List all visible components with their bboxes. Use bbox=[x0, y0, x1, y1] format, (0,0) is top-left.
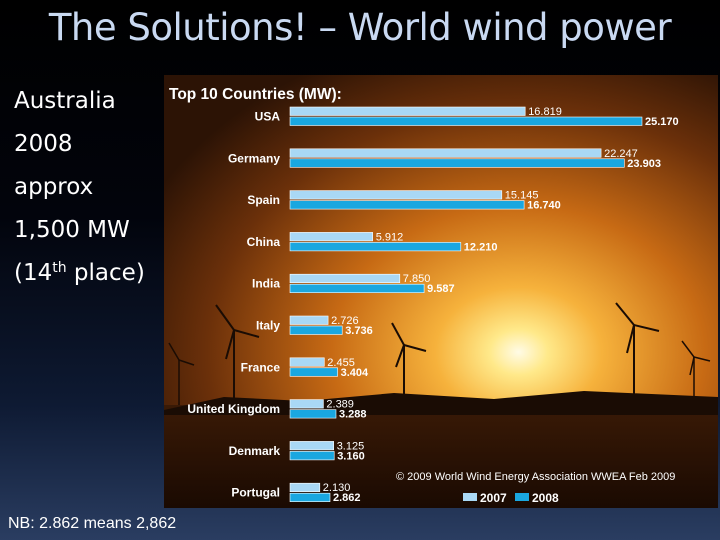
category-label-united-kingdom: United Kingdom bbox=[187, 402, 280, 416]
bar-2007-spain bbox=[289, 190, 503, 200]
bar-2008-united-kingdom bbox=[289, 409, 337, 419]
value-label-2008-france: 3.404 bbox=[341, 367, 369, 379]
value-label-2007-denmark: 3.125 bbox=[337, 440, 365, 452]
category-label-italy: Italy bbox=[256, 319, 280, 333]
bar-2008-france bbox=[289, 367, 338, 377]
category-label-usa: USA bbox=[255, 110, 281, 124]
category-label-portugal: Portugal bbox=[231, 486, 280, 500]
rank-tail: place) bbox=[66, 260, 145, 286]
bar-2007-italy bbox=[289, 315, 329, 325]
chart-title: Top 10 Countries (MW): bbox=[169, 86, 342, 103]
note-line-year: 2008 bbox=[14, 131, 73, 157]
note-line-capacity: 1,500 MW bbox=[14, 217, 130, 243]
wind-power-chart: Top 10 Countries (MW): USA 16.819 25.170 Ge… bbox=[164, 75, 718, 508]
footnote: NB: 2.862 means 2,862 bbox=[8, 515, 177, 532]
bar-2007-portugal bbox=[289, 482, 321, 493]
category-label-france: France bbox=[241, 360, 281, 374]
rank-prefix: (14 bbox=[14, 260, 53, 286]
value-label-2008-italy: 3.736 bbox=[345, 325, 373, 337]
bar-2008-spain bbox=[289, 200, 525, 210]
value-label-2008-spain: 16.740 bbox=[527, 200, 561, 212]
category-label-germany: Germany bbox=[228, 151, 280, 165]
bar-2007-china bbox=[289, 232, 373, 242]
bar-2008-portugal bbox=[289, 492, 331, 503]
category-label-spain: Spain bbox=[247, 193, 280, 207]
legend-label-2007: 2007 bbox=[480, 491, 507, 505]
note-line-country: Australia bbox=[14, 88, 116, 114]
turbine-silhouettes bbox=[164, 302, 718, 508]
value-label-2007-portugal: 2.130 bbox=[323, 482, 351, 494]
bar-2007-usa bbox=[289, 106, 526, 116]
legend-label-2008: 2008 bbox=[532, 491, 559, 505]
value-label-2008-usa: 25.170 bbox=[645, 116, 679, 128]
note-line-approx: approx bbox=[14, 174, 94, 200]
bar-2008-usa bbox=[289, 116, 643, 126]
legend-swatch-2008 bbox=[515, 493, 529, 501]
value-label-2008-denmark: 3.160 bbox=[337, 450, 365, 462]
chart-credit: © 2009 World Wind Energy Association WWE… bbox=[396, 471, 675, 483]
bar-2007-france bbox=[289, 357, 325, 367]
value-label-2008-portugal: 2.862 bbox=[333, 492, 361, 504]
value-label-2007-india: 7.850 bbox=[403, 273, 431, 285]
value-label-2007-usa: 16.819 bbox=[528, 106, 562, 118]
bar-2008-china bbox=[289, 242, 462, 252]
bar-2007-india bbox=[289, 273, 401, 283]
category-label-india: India bbox=[252, 277, 280, 291]
value-label-2008-india: 9.587 bbox=[427, 283, 455, 295]
bar-2008-denmark bbox=[289, 451, 335, 461]
slide-title: The Solutions! – World wind power bbox=[48, 6, 672, 49]
category-label-denmark: Denmark bbox=[229, 444, 281, 458]
value-label-2007-france: 2.455 bbox=[327, 357, 355, 369]
value-label-2008-germany: 23.903 bbox=[627, 158, 661, 170]
value-label-2008-united-kingdom: 3.288 bbox=[339, 409, 367, 421]
chart-legend: 2007 2008 bbox=[463, 491, 559, 505]
rank-suffix: th bbox=[52, 260, 67, 276]
legend-swatch-2007 bbox=[463, 493, 477, 501]
value-label-2008-china: 12.210 bbox=[464, 241, 498, 253]
bar-2008-germany bbox=[289, 158, 625, 168]
australia-note: Australia 2008 approx 1,500 MW (14th pla… bbox=[14, 80, 145, 295]
note-line-rank: (14th place) bbox=[14, 252, 145, 295]
value-label-2007-germany: 22.247 bbox=[604, 148, 638, 160]
value-label-2007-italy: 2.726 bbox=[331, 315, 359, 327]
bar-2007-denmark bbox=[289, 441, 335, 451]
value-label-2007-spain: 15.145 bbox=[505, 190, 539, 202]
value-label-2007-united-kingdom: 2.389 bbox=[326, 399, 354, 411]
bar-2008-india bbox=[289, 283, 425, 293]
bar-2007-germany bbox=[289, 148, 602, 158]
value-label-2007-china: 5.912 bbox=[376, 231, 404, 243]
category-label-china: China bbox=[247, 235, 281, 249]
bar-2008-italy bbox=[289, 325, 343, 335]
bar-2007-united-kingdom bbox=[289, 399, 324, 409]
